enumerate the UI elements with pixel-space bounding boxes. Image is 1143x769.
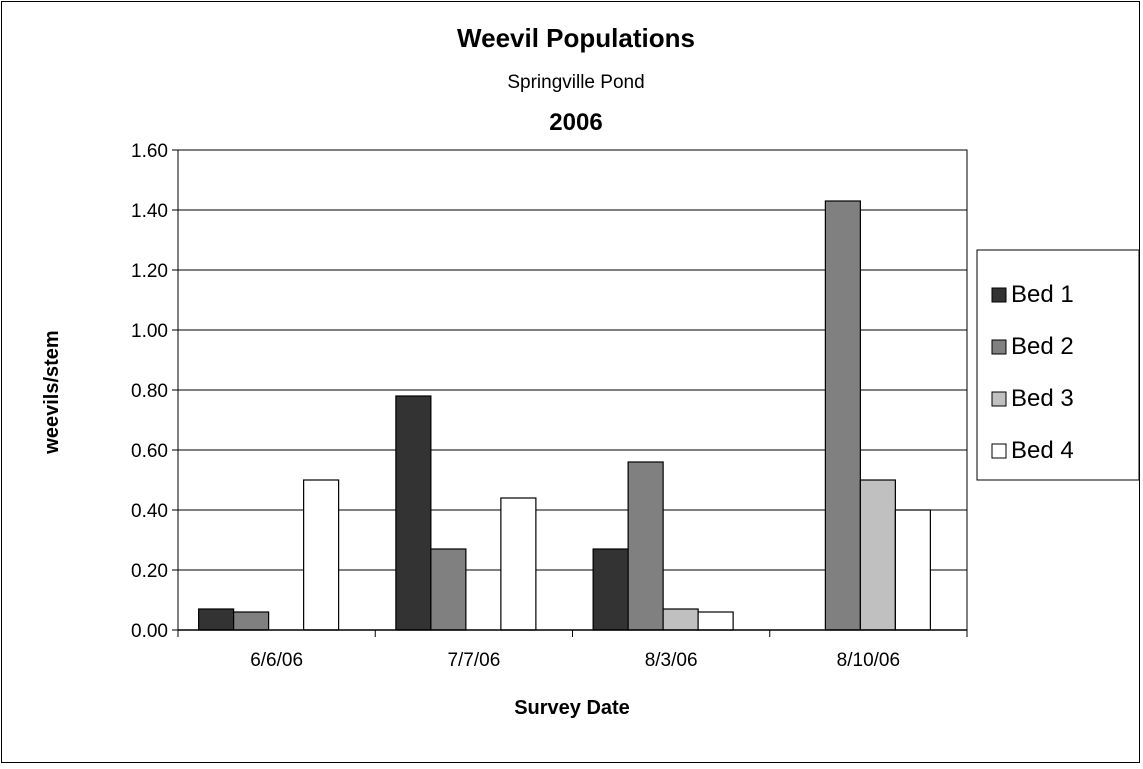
bar [198, 608, 235, 631]
y-tick-label: 0.60 [131, 441, 168, 462]
x-tick-labels: 6/6/06 7/7/06 8/3/06 8/10/06 [250, 650, 900, 671]
bar [894, 509, 931, 631]
bar [859, 479, 896, 631]
y-tick-label: 0.40 [131, 501, 168, 522]
x-tick-label: 6/6/06 [250, 650, 303, 671]
bar [592, 548, 629, 631]
legend-label: Bed 4 [1011, 437, 1074, 464]
bar [303, 479, 340, 631]
x-tick-label: 8/10/06 [837, 650, 900, 671]
legend-label: Bed 2 [1011, 333, 1074, 360]
legend-swatch [991, 339, 1007, 355]
bar [662, 608, 699, 631]
axes [172, 149, 968, 637]
bar [824, 200, 861, 631]
y-tick-label: 1.20 [131, 261, 168, 282]
y-tick-label: 0.80 [131, 381, 168, 402]
chart-year: 2006 [549, 109, 602, 136]
y-tick-label: 0.00 [131, 621, 168, 642]
bar [395, 395, 432, 631]
chart-subtitle: Springville Pond [507, 72, 644, 93]
y-tick-label: 1.60 [131, 141, 168, 162]
bar [500, 497, 537, 631]
bar [430, 548, 467, 631]
y-tick-label: 1.40 [131, 201, 168, 222]
legend-swatch [991, 287, 1007, 303]
x-axis-label: Survey Date [514, 697, 630, 719]
bar [697, 611, 734, 631]
y-axis-label: weevils/stem [41, 330, 63, 454]
y-tick-label: 1.00 [131, 321, 168, 342]
chart-title: Weevil Populations [457, 23, 695, 53]
legend-swatch [991, 443, 1007, 459]
bars [198, 200, 931, 631]
y-tick-labels: 0.00 0.20 0.40 0.60 0.80 1.00 1.20 1.40 1.60 [131, 141, 168, 642]
legend-swatch [991, 391, 1007, 407]
x-tick-label: 8/3/06 [645, 650, 698, 671]
bar [233, 611, 270, 631]
legend-label: Bed 3 [1011, 385, 1074, 412]
legend-label: Bed 1 [1011, 281, 1074, 308]
y-tick-label: 0.20 [131, 561, 168, 582]
legend: Bed 1 Bed 2 Bed 3 Bed 4 [976, 249, 1140, 481]
x-tick-label: 7/7/06 [447, 650, 500, 671]
bar [627, 461, 664, 631]
